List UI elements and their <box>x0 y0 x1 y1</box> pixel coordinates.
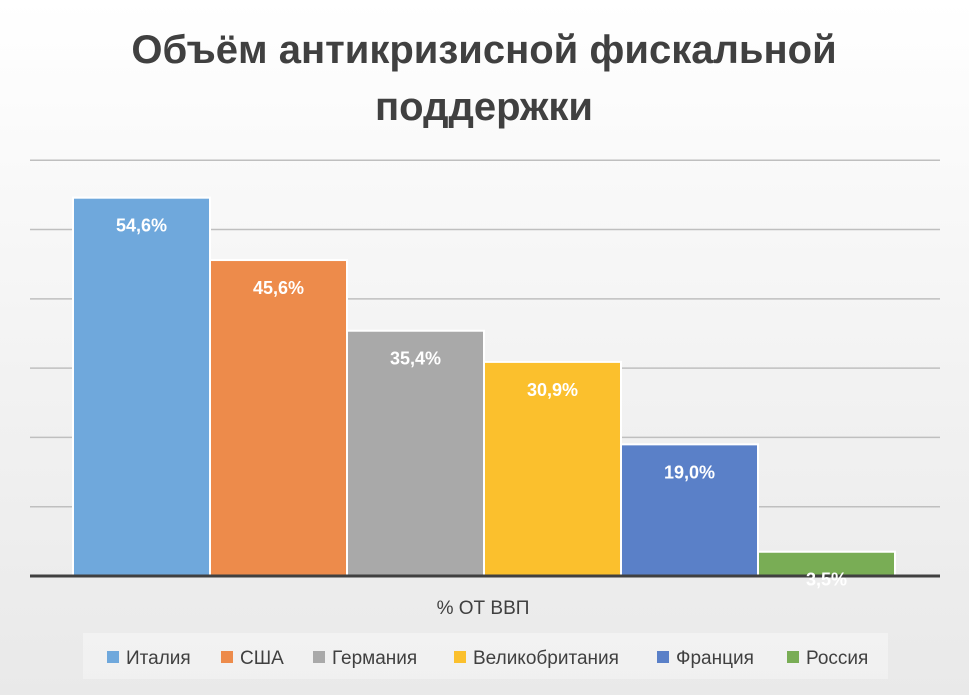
legend-swatch-1 <box>107 651 119 663</box>
legend-swatch-5 <box>657 651 669 663</box>
legend-box <box>83 633 888 679</box>
bar-5 <box>620 443 759 577</box>
legend-swatch-2 <box>221 651 233 663</box>
legend-label-5: Франция <box>676 648 754 669</box>
data-labels: 54,6% 45,6% 35,4% 30,9% 19,0% 3,5% <box>116 216 847 590</box>
legend-swatch-6 <box>787 651 799 663</box>
data-label-5: 19,0% <box>664 462 715 482</box>
x-axis-category-label: % ОТ ВВП <box>437 598 530 619</box>
legend-label-1: Италия <box>126 648 191 669</box>
bars <box>72 196 896 578</box>
data-label-1: 54,6% <box>116 216 167 236</box>
data-label-2: 45,6% <box>253 278 304 298</box>
legend-swatch-4 <box>454 651 466 663</box>
legend: Италия США Германия Великобритания Франция Ро… <box>107 648 868 669</box>
legend-label-3: Германия <box>332 648 417 669</box>
data-label-3: 35,4% <box>390 349 441 369</box>
bar-2 <box>209 259 348 577</box>
legend-label-2: США <box>240 648 284 669</box>
chart-title-line-1: Объём антикризисной фискальной <box>131 28 836 72</box>
bar-1 <box>72 196 211 577</box>
legend-swatch-3 <box>313 651 325 663</box>
chart-title-line-2: поддержки <box>375 85 593 129</box>
data-label-6: 3,5% <box>806 570 847 590</box>
legend-label-4: Великобритания <box>473 648 619 669</box>
data-label-4: 30,9% <box>527 380 578 400</box>
legend-label-6: Россия <box>806 648 868 669</box>
